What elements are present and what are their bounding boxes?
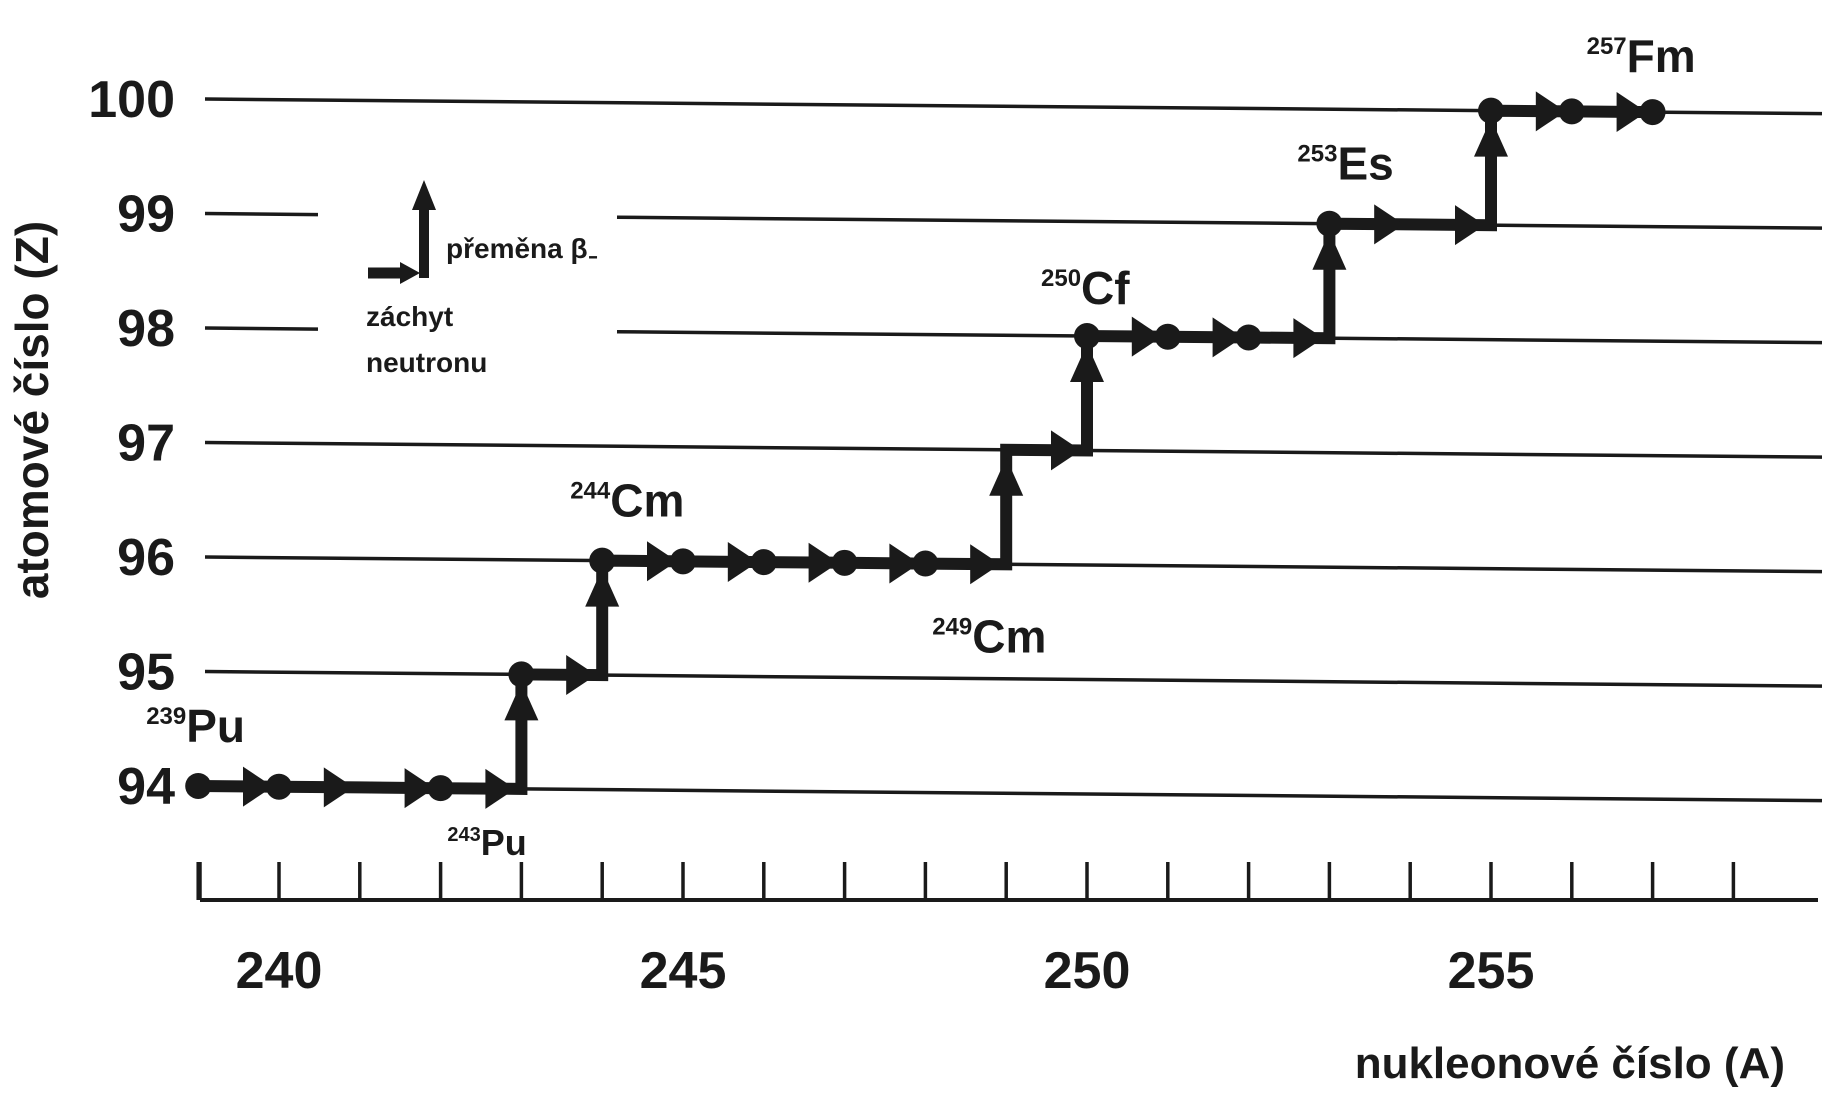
nuclide-dot-256-100: [1558, 98, 1585, 125]
grid-lines: 94 95 96 97 98 99 100: [88, 71, 1823, 816]
beta-arrow-94-95: [504, 682, 539, 721]
nuclide-dot-255-100: [1478, 97, 1504, 124]
capture-arrow-241-242: [404, 768, 435, 809]
x-tick-label-250: 250: [1044, 942, 1131, 1000]
nuclide-dot-240-94: [266, 773, 292, 800]
legend-capture-label-1: záchyt: [366, 301, 453, 332]
legend-capture-arrowhead: [400, 262, 420, 284]
x-tick-label-240: 240: [236, 942, 323, 1000]
nuclide-label-257fm: 257Fm: [1587, 30, 1696, 82]
nuclide-dot-242-94: [427, 775, 454, 802]
nuclide-labels: 239Pu 243Pu 244Cm 249Cm 250Cf 253Es 257Fm: [146, 30, 1695, 863]
nuclide-dot-251-98: [1154, 323, 1181, 350]
y-tick-label-96: 96: [117, 529, 175, 587]
capture-arrow-254-255: [1455, 205, 1485, 246]
gridline-z98-seg0: [204, 326, 319, 331]
gridline-z99-seg1: [616, 215, 1823, 230]
nuclide-dot-247-96: [831, 549, 858, 576]
capture-arrow-246-247: [808, 542, 839, 583]
capture-arrow-245-246: [727, 542, 758, 583]
nuclide-label-243pu: 243Pu: [447, 822, 526, 863]
nuclide-label-250cf: 250Cf: [1041, 262, 1130, 314]
nuclide-label-249cm: 249Cm: [932, 610, 1046, 662]
capture-arrow-252-253: [1293, 318, 1324, 359]
y-tick-label-99: 99: [117, 185, 175, 243]
x-axis: 240 245 250 255: [196, 862, 1818, 1000]
nuclide-dot-239-94: [185, 772, 212, 799]
nuclide-dot-243-95: [508, 661, 535, 688]
legend-beta-label: přeměna β-: [446, 233, 598, 274]
capture-arrow-250-251: [1131, 316, 1162, 357]
y-tick-label-100: 100: [88, 71, 175, 129]
capture-arrow-256-257: [1616, 92, 1647, 133]
nuclide-markers: [185, 97, 1666, 802]
x-tick-label-255: 255: [1448, 942, 1535, 1000]
y-tick-label-97: 97: [117, 414, 175, 472]
nuclide-dot-245-96: [670, 548, 696, 575]
nuclide-label-239pu: 239Pu: [146, 700, 245, 752]
capture-arrow-244-245: [647, 541, 677, 582]
nuclide-dot-248-96: [912, 550, 939, 577]
nuclide-label-253es: 253Es: [1297, 138, 1393, 190]
chain-path: [198, 104, 1653, 795]
beta-arrow-96-97: [989, 457, 1024, 496]
capture-arrow-247-248: [889, 543, 920, 584]
nuclide-dot-252-98: [1235, 324, 1262, 351]
beta-arrow-97-98: [1070, 344, 1104, 383]
nuclide-dot-250-98: [1074, 323, 1100, 350]
nuclide-dot-253-99: [1316, 210, 1343, 237]
nuclide-dot-246-96: [750, 549, 777, 576]
transition-arrows: [243, 91, 1647, 809]
legend-beta-arrowhead: [412, 180, 436, 210]
x-tick-label-245: 245: [640, 942, 727, 1000]
beta-arrow-98-99: [1312, 231, 1347, 270]
beta-arrow-95-96: [585, 568, 620, 607]
y-axis-title: atomové číslo (Z): [6, 221, 58, 599]
capture-arrow-255-256: [1535, 91, 1566, 132]
capture-arrow-240-241: [323, 767, 354, 808]
capture-arrow-249-250: [1051, 430, 1081, 471]
nuclide-dot-257-100: [1639, 99, 1666, 126]
x-axis-title: nukleonové číslo (A): [1355, 1039, 1785, 1088]
gridline-z95: [204, 669, 1823, 688]
y-tick-label-98: 98: [117, 300, 175, 358]
capture-arrow-242-243: [485, 768, 516, 809]
legend-capture-label-2: neutronu: [366, 347, 487, 378]
legend: přeměna β- záchyt neutronu: [366, 180, 598, 378]
beta-arrow-99-100: [1474, 118, 1508, 157]
nuclide-dot-244-96: [589, 547, 616, 574]
capture-arrow-248-249: [970, 544, 1001, 585]
y-tick-label-95: 95: [117, 643, 175, 701]
capture-arrow-251-252: [1212, 317, 1243, 358]
capture-arrow-253-254: [1374, 204, 1405, 245]
capture-arrow-243-244: [566, 655, 597, 696]
capture-arrow-239-240: [243, 766, 273, 807]
y-tick-label-94: 94: [117, 758, 175, 816]
gridline-z96: [204, 555, 1823, 574]
decay-chain-path: [198, 104, 1653, 795]
nuclide-label-244cm: 244Cm: [570, 475, 684, 527]
gridline-z99-seg0: [204, 211, 319, 217]
